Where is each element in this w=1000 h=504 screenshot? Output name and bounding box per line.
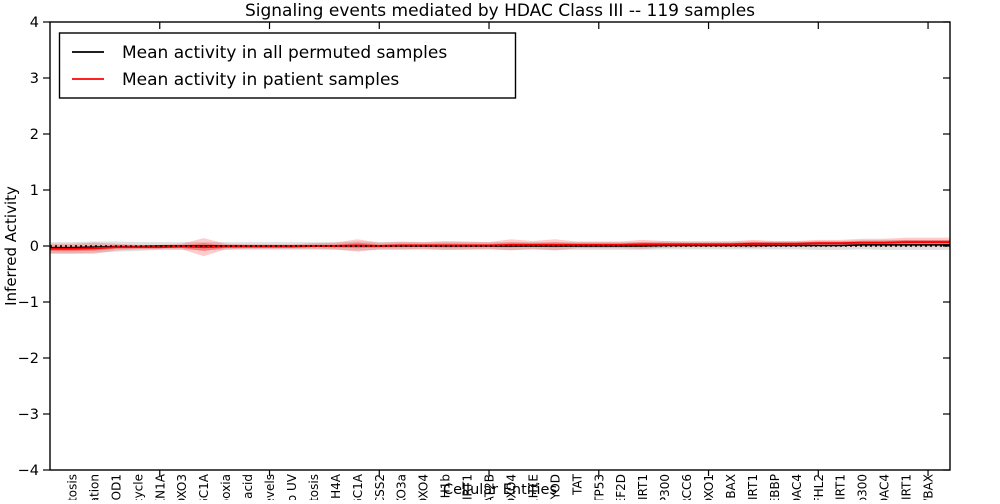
- y-axis-label: Inferred Activity: [2, 186, 20, 306]
- x-tick-label: CREBBP: [768, 474, 782, 500]
- x-tick-label: HIV-1 Tat/SIRT1: [746, 474, 760, 500]
- x-tick-label: ACSS2: [373, 474, 387, 500]
- x-tick-label: FOXO4: [417, 474, 431, 500]
- legend-label-permuted-samples: Mean activity in all permuted samples: [122, 43, 447, 63]
- x-tick-label: HDAC4: [790, 474, 804, 500]
- y-tick-label: −2: [18, 351, 39, 367]
- x-tick-label: KU70/SIRT1: [834, 474, 848, 500]
- x-axis-label: Cellular Entities: [443, 482, 557, 498]
- x-tick-label: p53/SIRT1: [636, 474, 650, 500]
- x-tick-label: XRCC6: [680, 474, 694, 500]
- x-tick-label: FOXO1/FHL2/SIRT1: [900, 474, 914, 500]
- x-tick-label: FHL2: [812, 474, 826, 500]
- y-tick-label: 3: [30, 71, 39, 87]
- x-tick-label: mol:Lysophosphatidic acid: [241, 474, 255, 500]
- y-tick-label: −1: [18, 295, 39, 311]
- chart-title: Signaling events mediated by HDAC Class …: [245, 1, 755, 21]
- x-tick-label: SIRT1/Histone H1b: [439, 474, 453, 500]
- x-tick-label: CDKN1A: [153, 473, 167, 500]
- patient-mean-line: [50, 241, 950, 250]
- patient-std-band-outer: [50, 237, 950, 257]
- x-tick-label: TP53: [592, 474, 606, 500]
- x-tick-label: MYOD1: [109, 474, 123, 500]
- x-tick-label: response to hypoxia: [219, 474, 233, 500]
- x-tick-label: response to UV: [285, 473, 299, 500]
- x-tick-label: SIRT1: [461, 474, 475, 500]
- x-tick-label: MEF2D: [614, 474, 628, 500]
- x-tick-label: PPARGC1A: [197, 473, 211, 500]
- x-tick-label: KU70/SIRT1/BAX: [922, 474, 936, 500]
- x-tick-label: apoptosis: [66, 474, 80, 500]
- legend-box: [58, 32, 517, 99]
- plot-area: −4 −3 −2 −1 0 1 2 3 4 apoptosis muscle cell differ…: [18, 15, 951, 504]
- x-tick-label: muscle cell differentiation: [87, 474, 101, 500]
- plot-border: [49, 21, 951, 471]
- x-tick-label: induction of apoptosis: [307, 474, 321, 500]
- x-tick-label: KAT2B: [483, 474, 497, 500]
- x-tick-label: EP300: [658, 474, 672, 500]
- x-tick-label: HIST2H4A: [329, 473, 343, 500]
- y-tick-label: 0: [30, 239, 39, 255]
- x-tick-label: FOXO3: [175, 474, 189, 500]
- y-tick-label: 1: [30, 183, 39, 199]
- x-tick-label: TAT: [570, 473, 584, 496]
- x-tick-label: SIRT1/FOXO4: [505, 474, 519, 500]
- y-tick-label: −3: [18, 407, 39, 423]
- x-tick-label: SIRT1/p300: [856, 474, 870, 500]
- x-tick-label: regulation of S phase of mitotic cell cy…: [131, 474, 145, 500]
- x-tick-label: SIRT1/FOXO3a: [395, 474, 409, 500]
- legend-label-patient-samples: Mean activity in patient samples: [122, 70, 399, 90]
- y-tick-label: 2: [30, 127, 39, 143]
- x-tick-label: BAX: [724, 474, 738, 499]
- y-tick-label: 4: [30, 15, 39, 31]
- x-tick-label: SIRT1/PGC1A: [351, 473, 365, 500]
- legend: Mean activity in all permuted samples Me…: [58, 32, 517, 99]
- x-tick-label: HIST1H1E: [526, 474, 540, 500]
- y-tick-label: −4: [18, 463, 39, 479]
- x-tick-label: response to nutrient levels: [263, 474, 277, 500]
- x-tick-label: SIRT1/PCAF/MYOD: [548, 474, 562, 500]
- x-tick-label: FOXO1: [702, 474, 716, 500]
- x-tick-label: SIRT1/MEF2D/HDAC4: [878, 474, 892, 500]
